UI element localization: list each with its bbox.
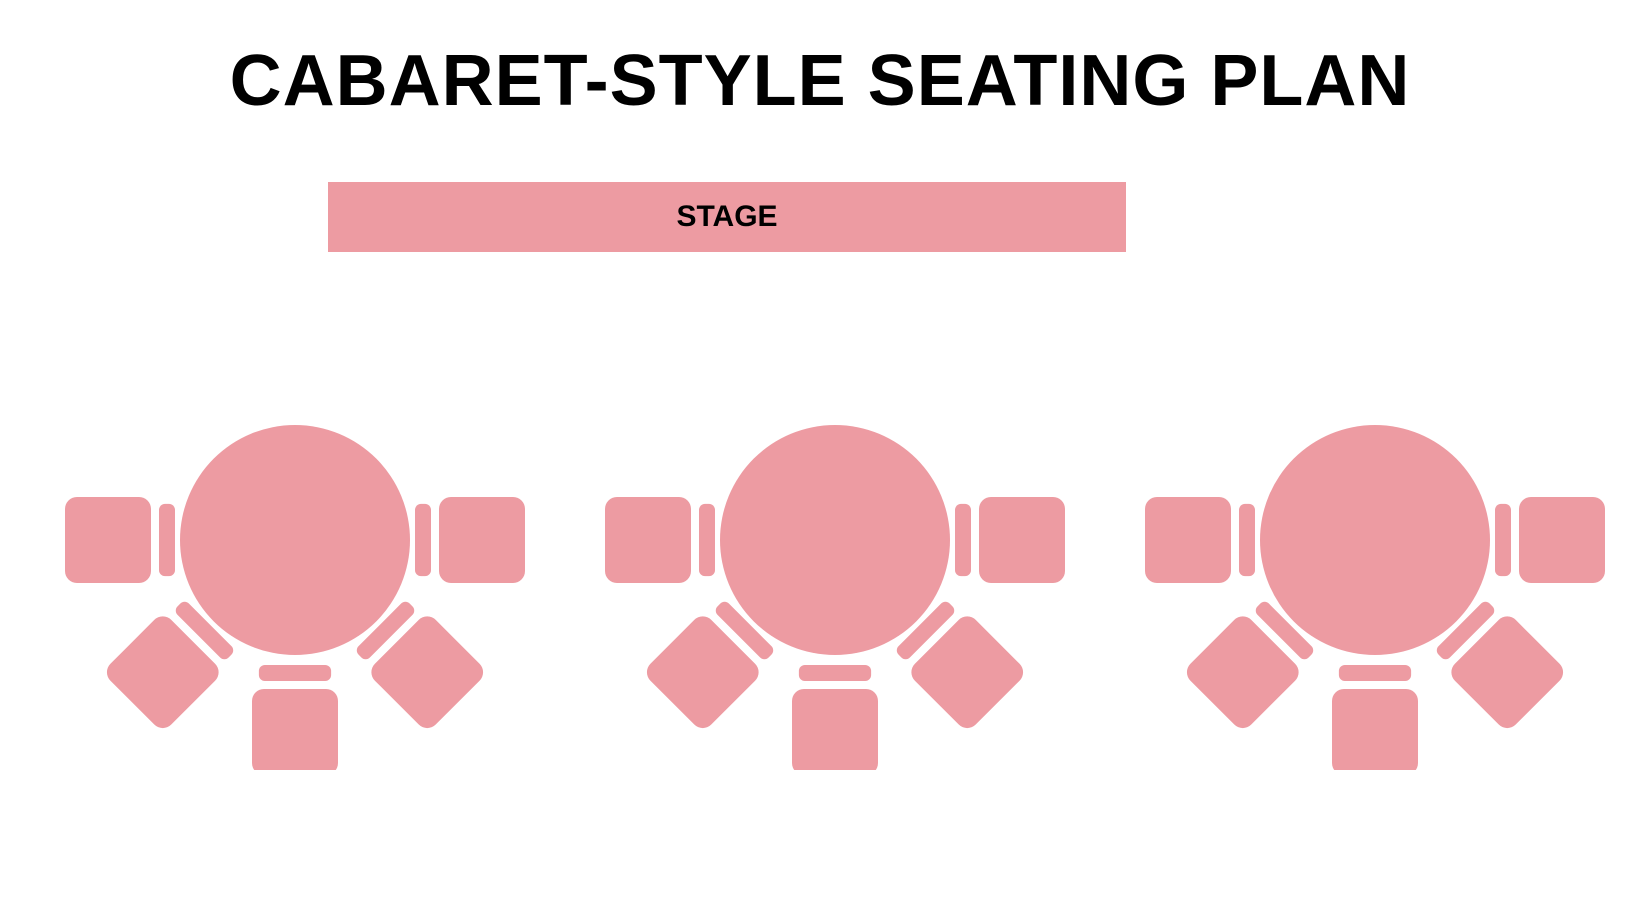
table-group [60, 410, 530, 770]
table [180, 425, 410, 655]
page-title: CABARET-STYLE SEATING PLAN [0, 40, 1640, 122]
stage-label: STAGE [676, 200, 777, 234]
chair-left [1145, 497, 1255, 583]
table [1260, 425, 1490, 655]
chair-left [65, 497, 175, 583]
tables-row [60, 410, 1610, 770]
chair-right [415, 497, 525, 583]
table [720, 425, 950, 655]
table-group [1140, 410, 1610, 770]
table-group [600, 410, 1070, 770]
stage: STAGE [328, 182, 1126, 252]
chair-bottom [792, 665, 878, 770]
chair-left [605, 497, 715, 583]
chair-right [1495, 497, 1605, 583]
chair-right [955, 497, 1065, 583]
chair-bottom [1332, 665, 1418, 770]
chair-bottom [252, 665, 338, 770]
